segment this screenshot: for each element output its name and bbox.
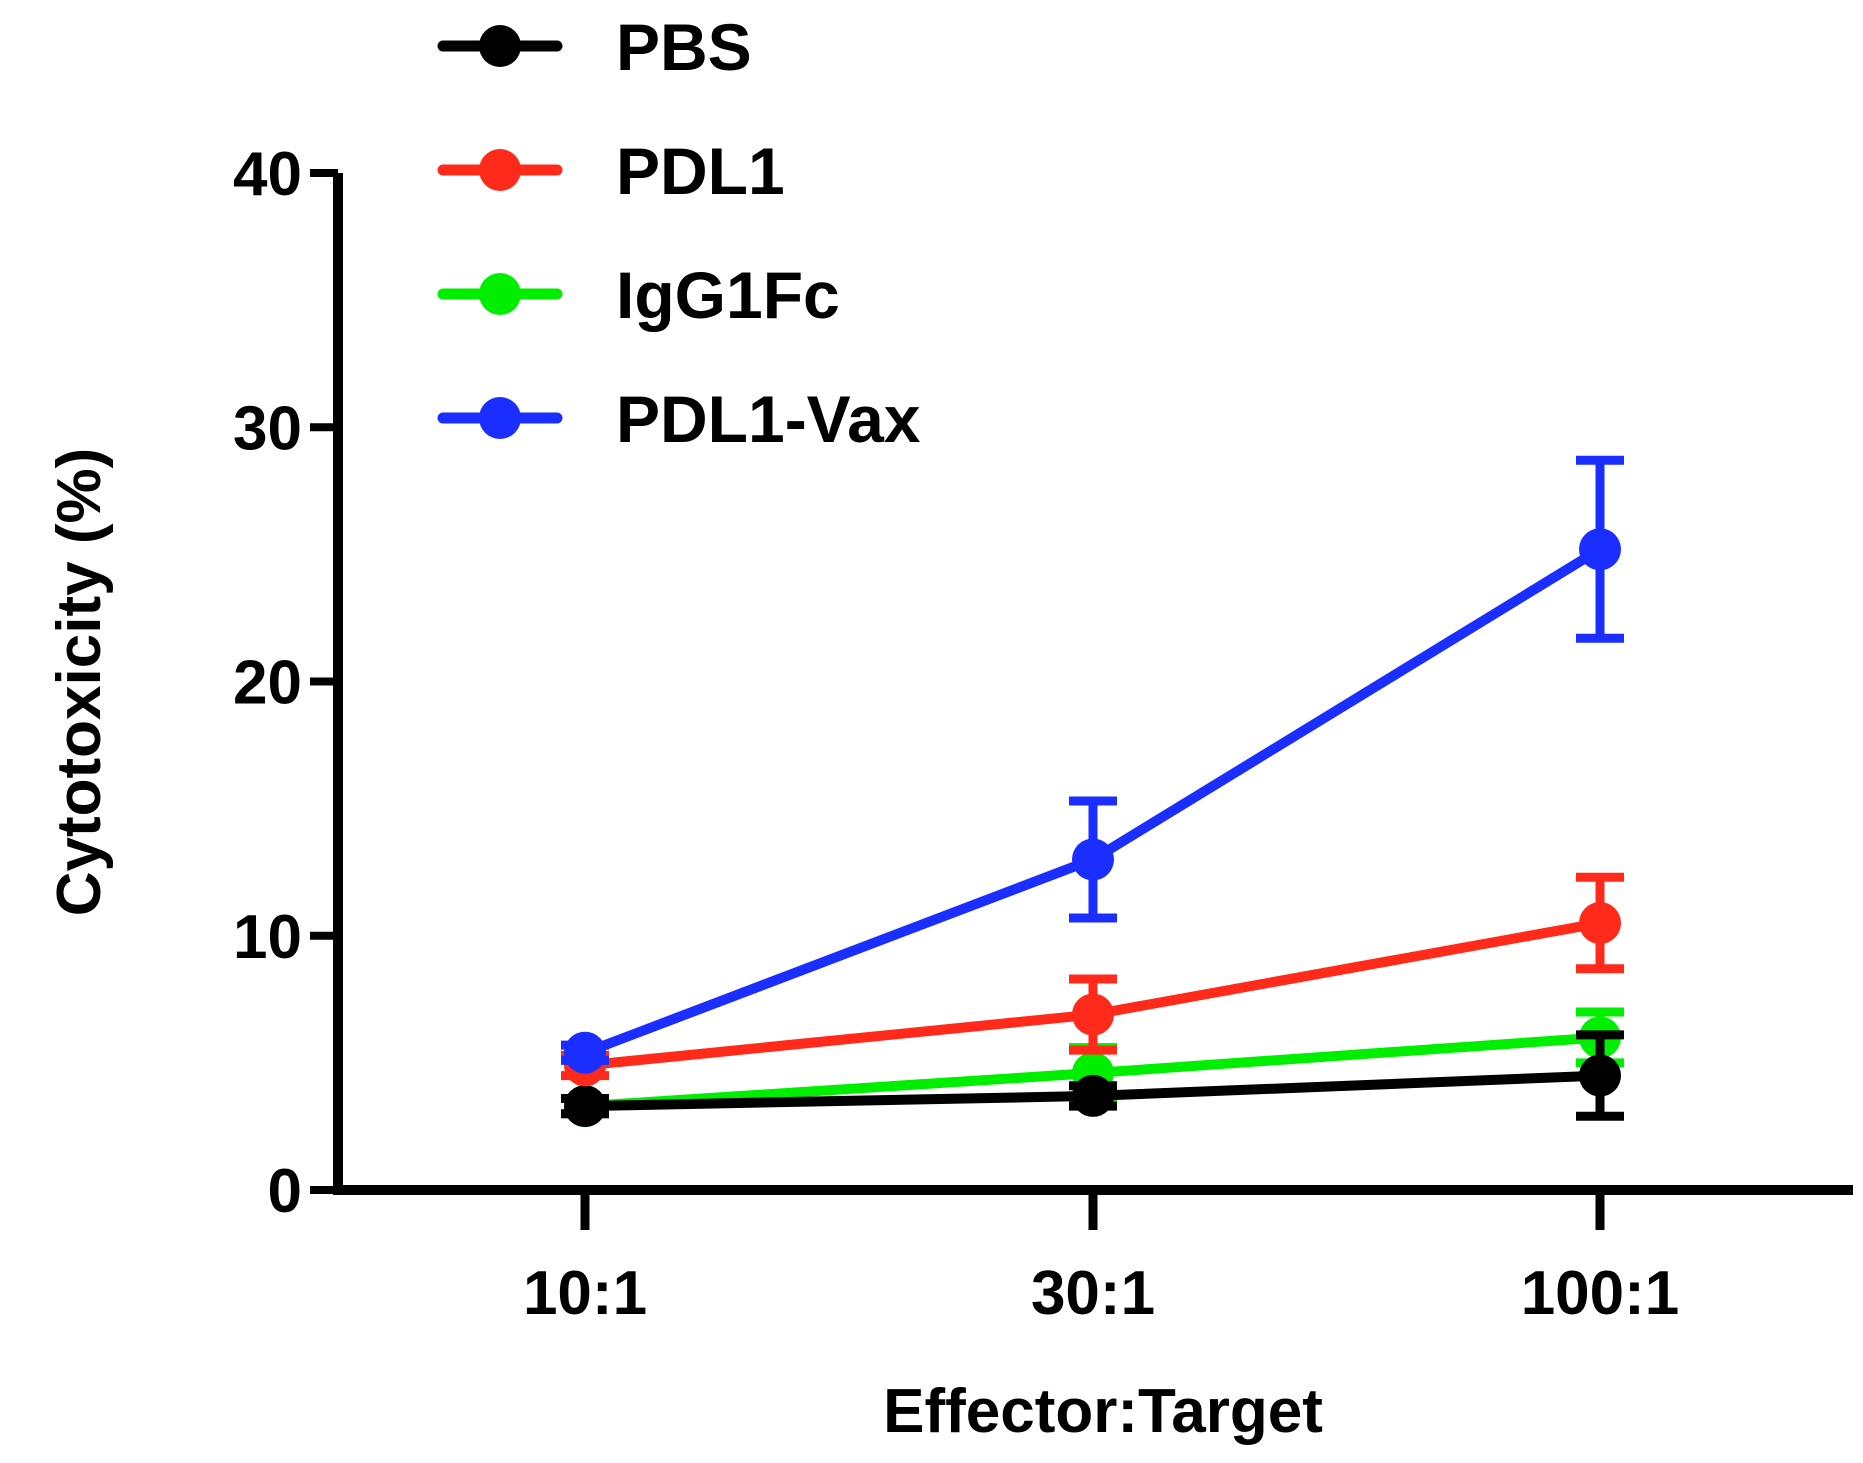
data-point — [564, 1085, 606, 1128]
x-tick-label: 100:1 — [1521, 1259, 1680, 1328]
data-point — [1072, 993, 1114, 1036]
y-tick-label: 30 — [233, 394, 302, 463]
y-tick-label: 0 — [268, 1157, 302, 1226]
plot-area — [561, 455, 1624, 1128]
y-ticks: 0 10 20 30 40 — [233, 140, 338, 1226]
data-point — [1072, 1074, 1114, 1117]
legend-item-igg1fc: IgG1Fc — [437, 258, 840, 332]
data-point — [564, 1031, 606, 1074]
y-axis-label: Cytotoxicity (%) — [45, 448, 114, 916]
legend-item-pdl1-vax: PDL1-Vax — [437, 382, 921, 456]
legend-label: PBS — [616, 10, 752, 84]
legend-swatch-marker — [479, 149, 521, 191]
legend-label: PDL1-Vax — [616, 382, 921, 456]
legend-label: IgG1Fc — [616, 258, 840, 332]
legend-swatch-marker — [479, 273, 521, 315]
legend-swatch-marker — [479, 397, 521, 439]
legend-label: PDL1 — [616, 134, 785, 208]
legend-swatch-marker — [479, 25, 521, 67]
x-tick-label: 10:1 — [523, 1259, 647, 1328]
legend-item-pbs: PBS — [437, 10, 752, 84]
series-pbs — [561, 1030, 1624, 1128]
series-pdl1-vax — [561, 455, 1624, 1074]
legend: PBS PDL1 IgG1Fc PDL1-Vax — [437, 10, 921, 456]
data-point — [1579, 528, 1621, 571]
x-ticks: 10:1 30:1 100:1 — [523, 1190, 1679, 1328]
data-point — [1579, 1054, 1621, 1097]
y-tick-label: 20 — [233, 649, 302, 718]
data-point — [1072, 838, 1114, 881]
y-tick-label: 40 — [233, 140, 302, 209]
y-tick-label: 10 — [233, 903, 302, 972]
axes: 0 10 20 30 40 10:1 30:1 100:1 Cytotoxicity (%)… — [45, 140, 1853, 1446]
x-tick-label: 30:1 — [1031, 1259, 1155, 1328]
data-point — [1579, 902, 1621, 945]
legend-item-pdl1: PDL1 — [437, 134, 785, 208]
x-axis-label: Effector:Target — [883, 1377, 1323, 1446]
